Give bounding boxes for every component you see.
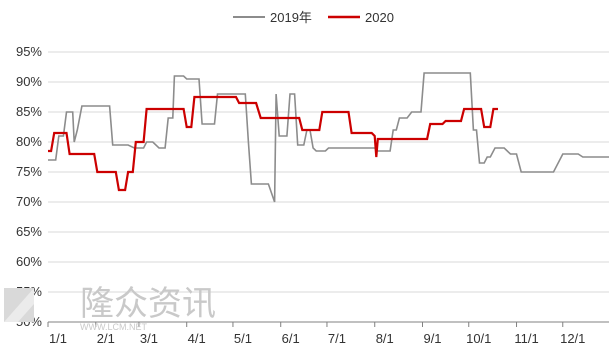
watermark-text: 隆众资讯 xyxy=(80,284,216,324)
x-tick-label: 9/1 xyxy=(423,331,441,346)
watermark-logo-icon xyxy=(4,288,34,322)
x-tick-label: 10/1 xyxy=(466,331,491,346)
x-tick-label: 4/1 xyxy=(188,331,206,346)
legend-label: 2020 xyxy=(365,10,394,25)
watermark: 隆众资讯 WWW.LCM.NET xyxy=(4,284,216,332)
y-tick-label: 95% xyxy=(16,44,42,59)
y-tick-label: 65% xyxy=(16,224,42,239)
x-tick-label: 12/1 xyxy=(560,331,585,346)
x-axis: 1/1 2/1 3/1 4/1 5/1 6/1 7/1 8/1 9/1 10/1 11/1 12/1 xyxy=(47,321,609,346)
y-tick-label: 85% xyxy=(16,104,42,119)
x-tick-label: 2/1 xyxy=(97,331,115,346)
x-tick-label: 6/1 xyxy=(282,331,300,346)
y-tick-label: 60% xyxy=(16,254,42,269)
series-lines xyxy=(48,72,609,203)
legend-label: 2019年 xyxy=(270,10,312,25)
x-tick-label: 1/1 xyxy=(49,331,67,346)
y-tick-label: 70% xyxy=(16,194,42,209)
watermark-url: WWW.LCM.NET xyxy=(80,322,147,332)
legend: 2019年 2020 xyxy=(233,10,394,25)
x-tick-label: 5/1 xyxy=(234,331,252,346)
x-tick-label: 7/1 xyxy=(328,331,346,346)
x-tick-label: 11/1 xyxy=(514,331,538,346)
x-tick-label: 3/1 xyxy=(140,331,158,346)
x-tick-label: 8/1 xyxy=(376,331,394,346)
gridlines xyxy=(48,51,609,323)
y-tick-label: 75% xyxy=(16,164,42,179)
y-tick-label: 80% xyxy=(16,134,42,149)
series-line-2 xyxy=(48,95,498,192)
y-axis-tick-labels: 50%55%60%65%70%75%80%85%90%95% xyxy=(16,44,42,329)
series-line-1 xyxy=(48,72,609,203)
y-tick-label: 90% xyxy=(16,74,42,89)
